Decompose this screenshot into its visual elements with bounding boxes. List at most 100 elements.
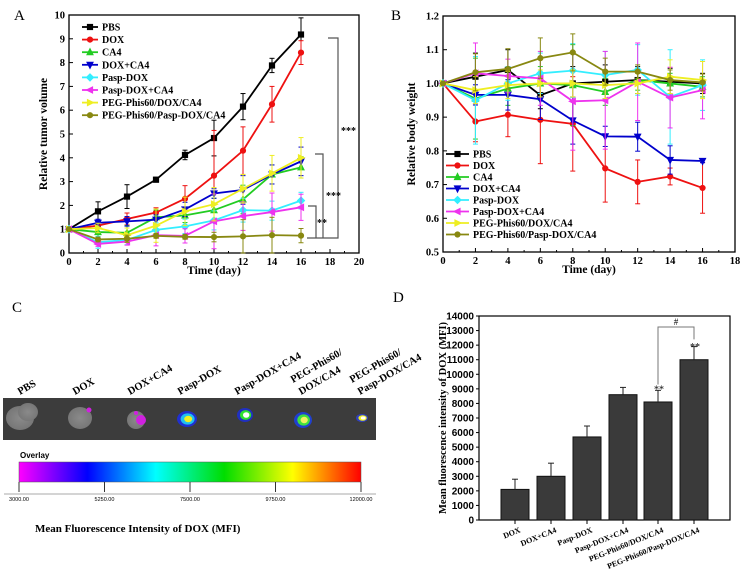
data-point-marker	[537, 79, 546, 88]
bar	[536, 475, 566, 521]
data-point-marker	[297, 49, 305, 56]
data-point-marker	[504, 65, 511, 73]
data-point-marker	[453, 195, 462, 205]
data-point-marker	[86, 98, 95, 107]
data-point-marker	[472, 69, 479, 76]
series-peg-phis60-pasp-dox-ca4	[65, 216, 305, 254]
data-point-marker	[537, 55, 544, 62]
legend-label: PBS	[102, 23, 121, 34]
y-tick-label: 1.0	[426, 79, 439, 90]
data-point-marker	[86, 23, 94, 31]
legend-label: DOX	[102, 35, 125, 46]
data-point-marker	[504, 111, 511, 118]
y-tick-label: 0.5	[426, 248, 439, 259]
y-tick-label: 0.7	[426, 180, 439, 191]
colorbar-tick-label: 9750.00	[266, 497, 286, 503]
colorbar	[18, 461, 362, 483]
data-point-marker	[123, 193, 131, 200]
colorbar-tick-label: 7500.00	[180, 497, 200, 503]
y-tick-label: 9000	[452, 384, 475, 395]
y-tick-label: 1.2	[426, 12, 439, 23]
fluorescence-spot	[134, 411, 138, 415]
x-tick-label: 4	[505, 256, 511, 267]
data-point-marker	[123, 235, 131, 242]
y-tick-label: 1.1	[426, 45, 439, 56]
y-tick-label: 4000	[452, 457, 475, 468]
y-tick-label: 8000	[452, 399, 475, 410]
panel-label-d: D	[393, 290, 404, 306]
data-point-marker	[454, 162, 461, 169]
y-tick-label: 10000	[446, 370, 474, 381]
chart-b-body-weight: 0 2 4 6 8 10 12 14 16 18 0.5 0.6 0.7 0.8 0.9 1.0 1.1 1.2 T…	[406, 12, 740, 277]
data-point-marker	[454, 231, 461, 238]
fluorescence-spot	[136, 415, 146, 425]
data-point-marker	[239, 103, 247, 110]
data-point-marker	[85, 73, 95, 82]
data-point-marker	[86, 61, 94, 70]
significance-label: **	[317, 218, 327, 229]
y-tick-label: 4	[60, 153, 66, 164]
y-tick-label: 0.8	[426, 146, 439, 157]
data-point-marker	[86, 47, 94, 56]
y-tick-label: 0.9	[426, 113, 439, 124]
fluorescence-spot	[86, 407, 92, 413]
y-tick-label: 5	[60, 130, 65, 141]
colorbar-title: Overlay	[20, 451, 50, 460]
data-point-marker	[634, 178, 641, 185]
group-label: Pasp-DOX	[176, 364, 224, 398]
chart-d-mfi-bars: 0 1000 2000 3000 4000 5000 6000 7000 8000 9000 100…	[438, 312, 731, 570]
legend-label: CA4	[102, 48, 121, 59]
data-point-marker	[239, 233, 247, 240]
panel-label-a: A	[14, 8, 25, 24]
bar	[643, 401, 673, 521]
data-point-marker	[667, 76, 674, 84]
y-tick-label: 7	[60, 82, 65, 93]
x-axis-title: Time (day)	[562, 264, 616, 276]
legend-label: PEG-Phis60/DOX/CA4	[473, 219, 572, 230]
significance-label: **	[654, 384, 664, 395]
x-tick-label: 6	[153, 257, 158, 268]
legend-label: Pasp-DOX	[102, 73, 149, 84]
data-point-marker	[452, 207, 461, 216]
y-tick-label: 2	[60, 201, 65, 212]
legend-label: DOX+CA4	[102, 60, 149, 71]
x-tick-label: DOX+CA4	[519, 526, 558, 549]
data-point-marker	[453, 185, 462, 194]
x-tick-label: 8	[182, 257, 187, 268]
x-tick-label: 12	[238, 257, 249, 268]
significance-bracket	[657, 326, 695, 385]
data-point-marker	[210, 172, 218, 179]
fluorescence-spot	[300, 416, 308, 424]
data-point-marker	[268, 62, 276, 69]
significance-label: #	[674, 317, 679, 327]
data-point-marker	[85, 86, 94, 94]
x-tick-label: 18	[325, 257, 336, 268]
significance-label: ***	[326, 191, 341, 202]
y-tick-label: 13000	[446, 326, 474, 337]
data-point-marker	[152, 176, 160, 183]
data-point-marker	[568, 97, 576, 106]
data-point-marker	[181, 233, 189, 240]
x-tick-label: 20	[354, 257, 365, 268]
fluorescence-spot	[360, 416, 366, 420]
y-tick-label: 14000	[446, 312, 474, 323]
x-tick-label: 0	[440, 256, 445, 267]
data-point-marker	[239, 147, 247, 154]
x-tick-label: 12	[632, 256, 643, 267]
data-point-marker	[181, 151, 189, 159]
colorbar-tick-label: 3000.00	[9, 497, 29, 503]
x-tick-label: 10	[209, 257, 220, 268]
data-point-marker	[439, 80, 447, 87]
y-tick-label: 0	[468, 516, 474, 527]
y-tick-label: 8	[60, 58, 65, 69]
data-point-marker	[666, 156, 675, 165]
data-point-marker	[665, 93, 674, 102]
data-point-marker	[268, 232, 276, 239]
y-tick-label: 2000	[452, 486, 475, 497]
data-point-marker	[569, 79, 578, 88]
data-point-marker	[667, 173, 674, 180]
x-tick-label: DOX	[502, 525, 522, 540]
data-point-marker	[297, 232, 305, 239]
data-point-marker	[238, 212, 247, 221]
x-tick-label: 2	[95, 257, 100, 268]
